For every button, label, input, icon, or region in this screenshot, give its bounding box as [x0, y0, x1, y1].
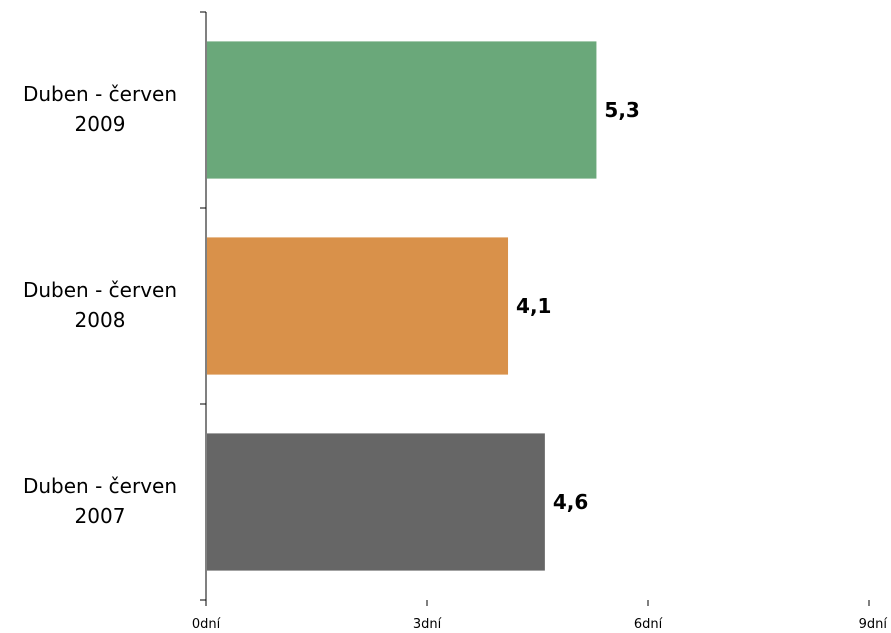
- y-axis-ticks: [200, 12, 206, 600]
- bar-1: [207, 237, 508, 374]
- x-axis-ticks: 0dní 3dní 6dní 9dní: [192, 600, 888, 632]
- category-label-0-line-0: Duben - červen: [23, 82, 177, 106]
- category-label-2: Duben - červen 2007: [23, 474, 177, 528]
- x-tick-label-1: 3dní: [413, 617, 442, 632]
- category-label-2-line-0: Duben - červen: [23, 474, 177, 498]
- category-label-0-line-1: 2009: [75, 112, 126, 136]
- value-label-1: 4,1: [516, 294, 551, 318]
- category-label-1-line-1: 2008: [75, 308, 126, 332]
- x-tick-label-0: 0dní: [192, 617, 221, 632]
- category-label-2-line-1: 2007: [75, 504, 126, 528]
- value-label-2: 4,6: [553, 490, 588, 514]
- category-label-1-line-0: Duben - červen: [23, 278, 177, 302]
- category-label-0: Duben - červen 2009: [23, 82, 177, 136]
- bar-0: [207, 41, 596, 178]
- value-label-0: 5,3: [604, 98, 639, 122]
- x-tick-label-3: 9dní: [859, 617, 888, 632]
- bar-2: [207, 433, 545, 570]
- x-tick-label-2: 6dní: [634, 617, 663, 632]
- category-label-1: Duben - červen 2008: [23, 278, 177, 332]
